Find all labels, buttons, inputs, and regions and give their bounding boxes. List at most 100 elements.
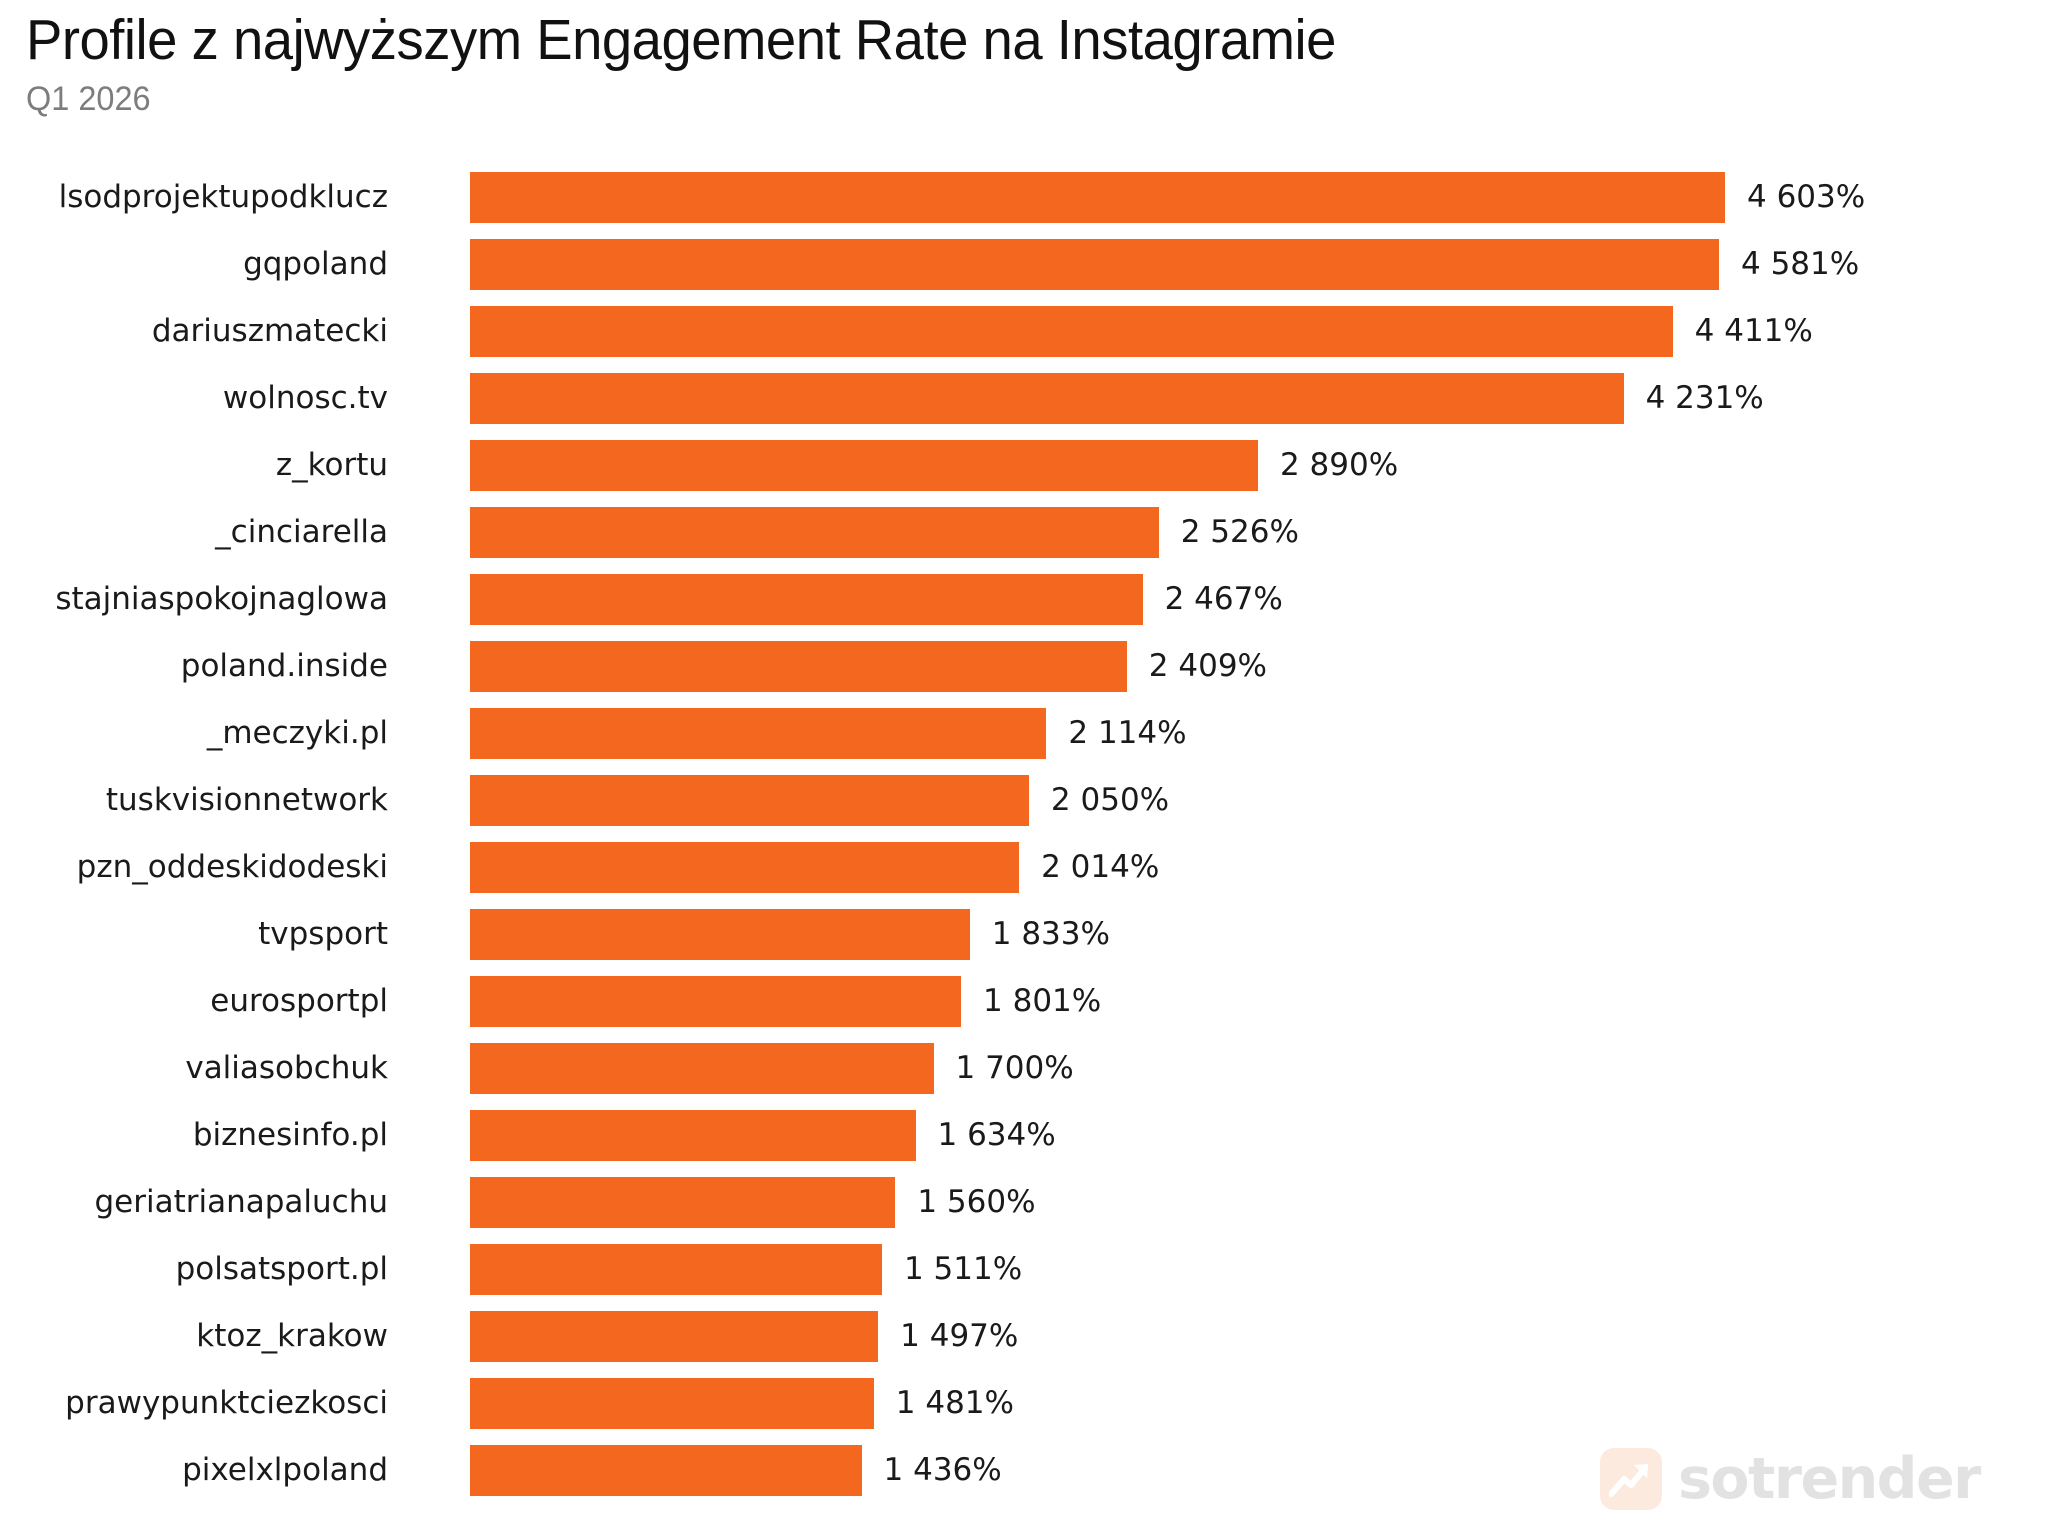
bar-category-label: _meczyki.pl: [206, 715, 388, 751]
bar-value-label: 1 634%: [937, 1117, 1056, 1153]
bar-value-label: 2 409%: [1148, 648, 1267, 684]
bar-category-label: tuskvisionnetwork: [105, 782, 388, 818]
bar-row: geriatrianapaluchu 1 560%: [0, 1177, 2048, 1228]
bar[interactable]: [470, 708, 1047, 759]
bar-row: stajniaspokojnaglowa 2 467%: [0, 574, 2048, 625]
bar[interactable]: [470, 1177, 896, 1228]
bar-category-label: gqpoland: [243, 246, 388, 282]
bar[interactable]: [470, 507, 1159, 558]
bar[interactable]: [470, 373, 1624, 424]
bar[interactable]: [470, 172, 1725, 223]
bar[interactable]: [470, 1043, 934, 1094]
bar-track: 1 634%: [470, 1110, 1970, 1161]
bar-value-label: 2 467%: [1164, 581, 1283, 617]
bar-category-label: lsodprojektupodklucz: [58, 179, 388, 215]
bar-track: 4 411%: [470, 306, 1970, 357]
bar-category-label: stajniaspokojnaglowa: [55, 581, 388, 617]
bar-value-label: 4 603%: [1747, 179, 1866, 215]
bar[interactable]: [470, 842, 1020, 893]
bar-category-label: wolnosc.tv: [222, 380, 388, 416]
bar-track: 1 481%: [470, 1378, 1970, 1429]
bar-track: 1 700%: [470, 1043, 1970, 1094]
bar-track: 1 833%: [470, 909, 1970, 960]
bar[interactable]: [470, 1110, 916, 1161]
bar-value-label: 1 497%: [900, 1318, 1019, 1354]
sotrender-wordmark: sotrender: [1678, 1445, 1981, 1512]
bar-value-label: 1 833%: [991, 916, 1110, 952]
bar-category-label: pixelxlpoland: [182, 1452, 388, 1488]
bar-track: 4 603%: [470, 172, 1970, 223]
bar-row: eurosportpl 1 801%: [0, 976, 2048, 1027]
bar[interactable]: [470, 1378, 874, 1429]
bar-value-label: 1 560%: [917, 1184, 1036, 1220]
bar-track: 1 560%: [470, 1177, 1970, 1228]
page-subtitle: Q1 2026: [26, 80, 151, 118]
page-title: Profile z najwyższym Engagement Rate na …: [26, 8, 1336, 72]
bar-track: 2 467%: [470, 574, 1970, 625]
bar-value-label: 4 231%: [1645, 380, 1764, 416]
bar-category-label: geriatrianapaluchu: [94, 1184, 388, 1220]
bar-row: _cinciarella 2 526%: [0, 507, 2048, 558]
bar-value-label: 2 014%: [1041, 849, 1160, 885]
bar-row: dariuszmatecki 4 411%: [0, 306, 2048, 357]
bar-category-label: ktoz_krakow: [196, 1318, 388, 1354]
bar[interactable]: [470, 775, 1029, 826]
bar-row: wolnosc.tv 4 231%: [0, 373, 2048, 424]
bar-track: 2 114%: [470, 708, 1970, 759]
bar-category-label: _cinciarella: [215, 514, 388, 550]
bar[interactable]: [470, 976, 962, 1027]
bar-row: pzn_oddeskidodeski 2 014%: [0, 842, 2048, 893]
bar-row: poland.inside 2 409%: [0, 641, 2048, 692]
bar-row: lsodprojektupodklucz 4 603%: [0, 172, 2048, 223]
bar[interactable]: [470, 306, 1673, 357]
bar[interactable]: [470, 1445, 862, 1496]
bar[interactable]: [470, 909, 970, 960]
bar-value-label: 2 890%: [1279, 447, 1399, 483]
trending-up-arrow-icon: [1600, 1448, 1662, 1510]
bar-category-label: prawypunktciezkosci: [65, 1385, 388, 1421]
bar-category-label: poland.inside: [180, 648, 388, 684]
bar-row: prawypunktciezkosci 1 481%: [0, 1378, 2048, 1429]
bar[interactable]: [470, 574, 1143, 625]
bar-row: pixelxlpoland 1 436%: [0, 1445, 2048, 1496]
bar-value-label: 4 581%: [1741, 246, 1860, 282]
bar[interactable]: [470, 641, 1127, 692]
bar-track: 4 581%: [470, 239, 1970, 290]
bar-category-label: eurosportpl: [210, 983, 388, 1019]
bar-track: 2 526%: [470, 507, 1970, 558]
bar-row: gqpoland 4 581%: [0, 239, 2048, 290]
bar-category-label: biznesinfo.pl: [192, 1117, 388, 1153]
bar-row: _meczyki.pl 2 114%: [0, 708, 2048, 759]
bar-track: 2 890%: [470, 440, 1970, 491]
bar[interactable]: [470, 1244, 882, 1295]
bar-value-label: 2 114%: [1068, 715, 1187, 751]
bar-chart-plot-area: lsodprojektupodklucz 4 603% gqpoland 4 581%…: [0, 172, 2048, 1502]
bar-row: tvpsport 1 833%: [0, 909, 2048, 960]
bar-row: tuskvisionnetwork 2 050%: [0, 775, 2048, 826]
bar-value-label: 1 436%: [883, 1452, 1002, 1488]
bar[interactable]: [470, 440, 1258, 491]
bar-track: 4 231%: [470, 373, 1970, 424]
bar-track: 1 511%: [470, 1244, 1970, 1295]
bar-track: 2 014%: [470, 842, 1970, 893]
bar-track: 1 497%: [470, 1311, 1970, 1362]
bar-value-label: 1 511%: [903, 1251, 1023, 1287]
bar[interactable]: [470, 1311, 879, 1362]
bar-track: 1 801%: [470, 976, 1970, 1027]
sotrender-logo: sotrender: [1600, 1445, 1981, 1512]
chart-header: Profile z najwyższym Engagement Rate na …: [26, 8, 1926, 120]
bar-track: 1 436%: [470, 1445, 1970, 1496]
bar-row: ktoz_krakow 1 497%: [0, 1311, 2048, 1362]
bar-value-label: 2 526%: [1180, 514, 1299, 550]
bar-row: polsatsport.pl 1 511%: [0, 1244, 2048, 1295]
bar-row: valiasobchuk 1 700%: [0, 1043, 2048, 1094]
bar-value-label: 1 700%: [955, 1050, 1074, 1086]
bar-value-label: 1 481%: [895, 1385, 1014, 1421]
bar[interactable]: [470, 239, 1719, 290]
bar-track: 2 050%: [470, 775, 1970, 826]
bar-track: 2 409%: [470, 641, 1970, 692]
bar-category-label: valiasobchuk: [185, 1050, 388, 1086]
bar-row: biznesinfo.pl 1 634%: [0, 1110, 2048, 1161]
bar-row: z_kortu 2 890%: [0, 440, 2048, 491]
